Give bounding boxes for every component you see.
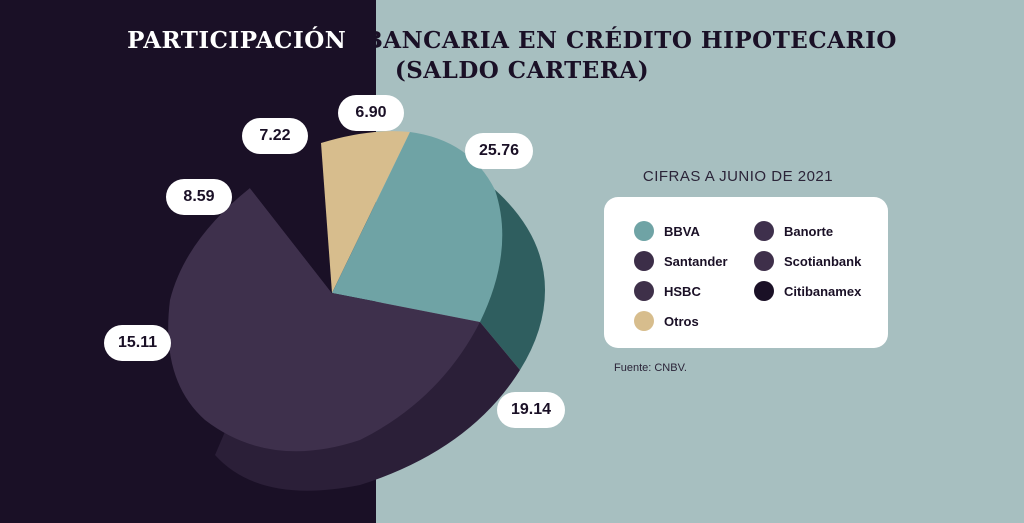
legend-label-bbva: BBVA [664, 223, 700, 239]
legend-label-hsbc: HSBC [664, 283, 701, 299]
legend-label-scotianbank: Scotianbank [784, 253, 862, 269]
legend-item-citibanamex: Citibanamex [754, 280, 861, 302]
title-part-2: BANCARIA EN CRÉDITO HIPOTECARIO [363, 27, 897, 54]
legend-item-bbva: BBVA [634, 220, 700, 242]
value-label-santander: 15.11 [104, 325, 172, 361]
legend-swatch-scotianbank [754, 251, 774, 271]
pie-slice-otros [321, 131, 410, 293]
legend-label-citibanamex: Citibanamex [784, 283, 862, 299]
title-line-2: (SALDO CARTERA) [394, 57, 650, 84]
legend-swatch-banorte [754, 221, 774, 241]
legend-label-otros: Otros [664, 313, 699, 329]
value-label-otros: 6.90 [338, 95, 404, 131]
value-label-hsbc: 7.22 [242, 118, 308, 154]
chart-subtitle: CIFRAS A JUNIO DE 2021 [642, 168, 834, 185]
value-label-scotiabank: 8.59 [166, 179, 232, 215]
legend-item-hsbc: HSBC [634, 280, 701, 302]
legend-swatch-bbva [634, 221, 654, 241]
legend-item-otros: Otros [634, 310, 699, 332]
legend: BBVA Banorte Santander Scotianbank HSBC … [604, 197, 888, 348]
legend-swatch-santander [634, 251, 654, 271]
source-note: Fuente: CNBV. [614, 362, 687, 374]
title-part-1: PARTICIPACIÓN [127, 27, 347, 54]
legend-swatch-citibanamex [754, 281, 774, 301]
legend-swatch-otros [634, 311, 654, 331]
legend-item-banorte: Banorte [754, 220, 833, 242]
legend-label-banorte: Banorte [784, 223, 834, 239]
pie-slice-bbva [332, 132, 503, 322]
pie-divider [249, 187, 333, 294]
legend-item-scotianbank: Scotianbank [754, 250, 861, 272]
value-label-bbva: 25.76 [465, 133, 534, 169]
legend-item-santander: Santander [634, 250, 728, 272]
legend-label-santander: Santander [664, 253, 728, 269]
legend-swatch-hsbc [634, 281, 654, 301]
pie-slice-main [168, 188, 480, 452]
value-label-banorte: 19.14 [497, 392, 566, 428]
chart-title: PARTICIPACIÓN BANCARIA EN CRÉDITO HIPOTE… [0, 26, 1024, 86]
